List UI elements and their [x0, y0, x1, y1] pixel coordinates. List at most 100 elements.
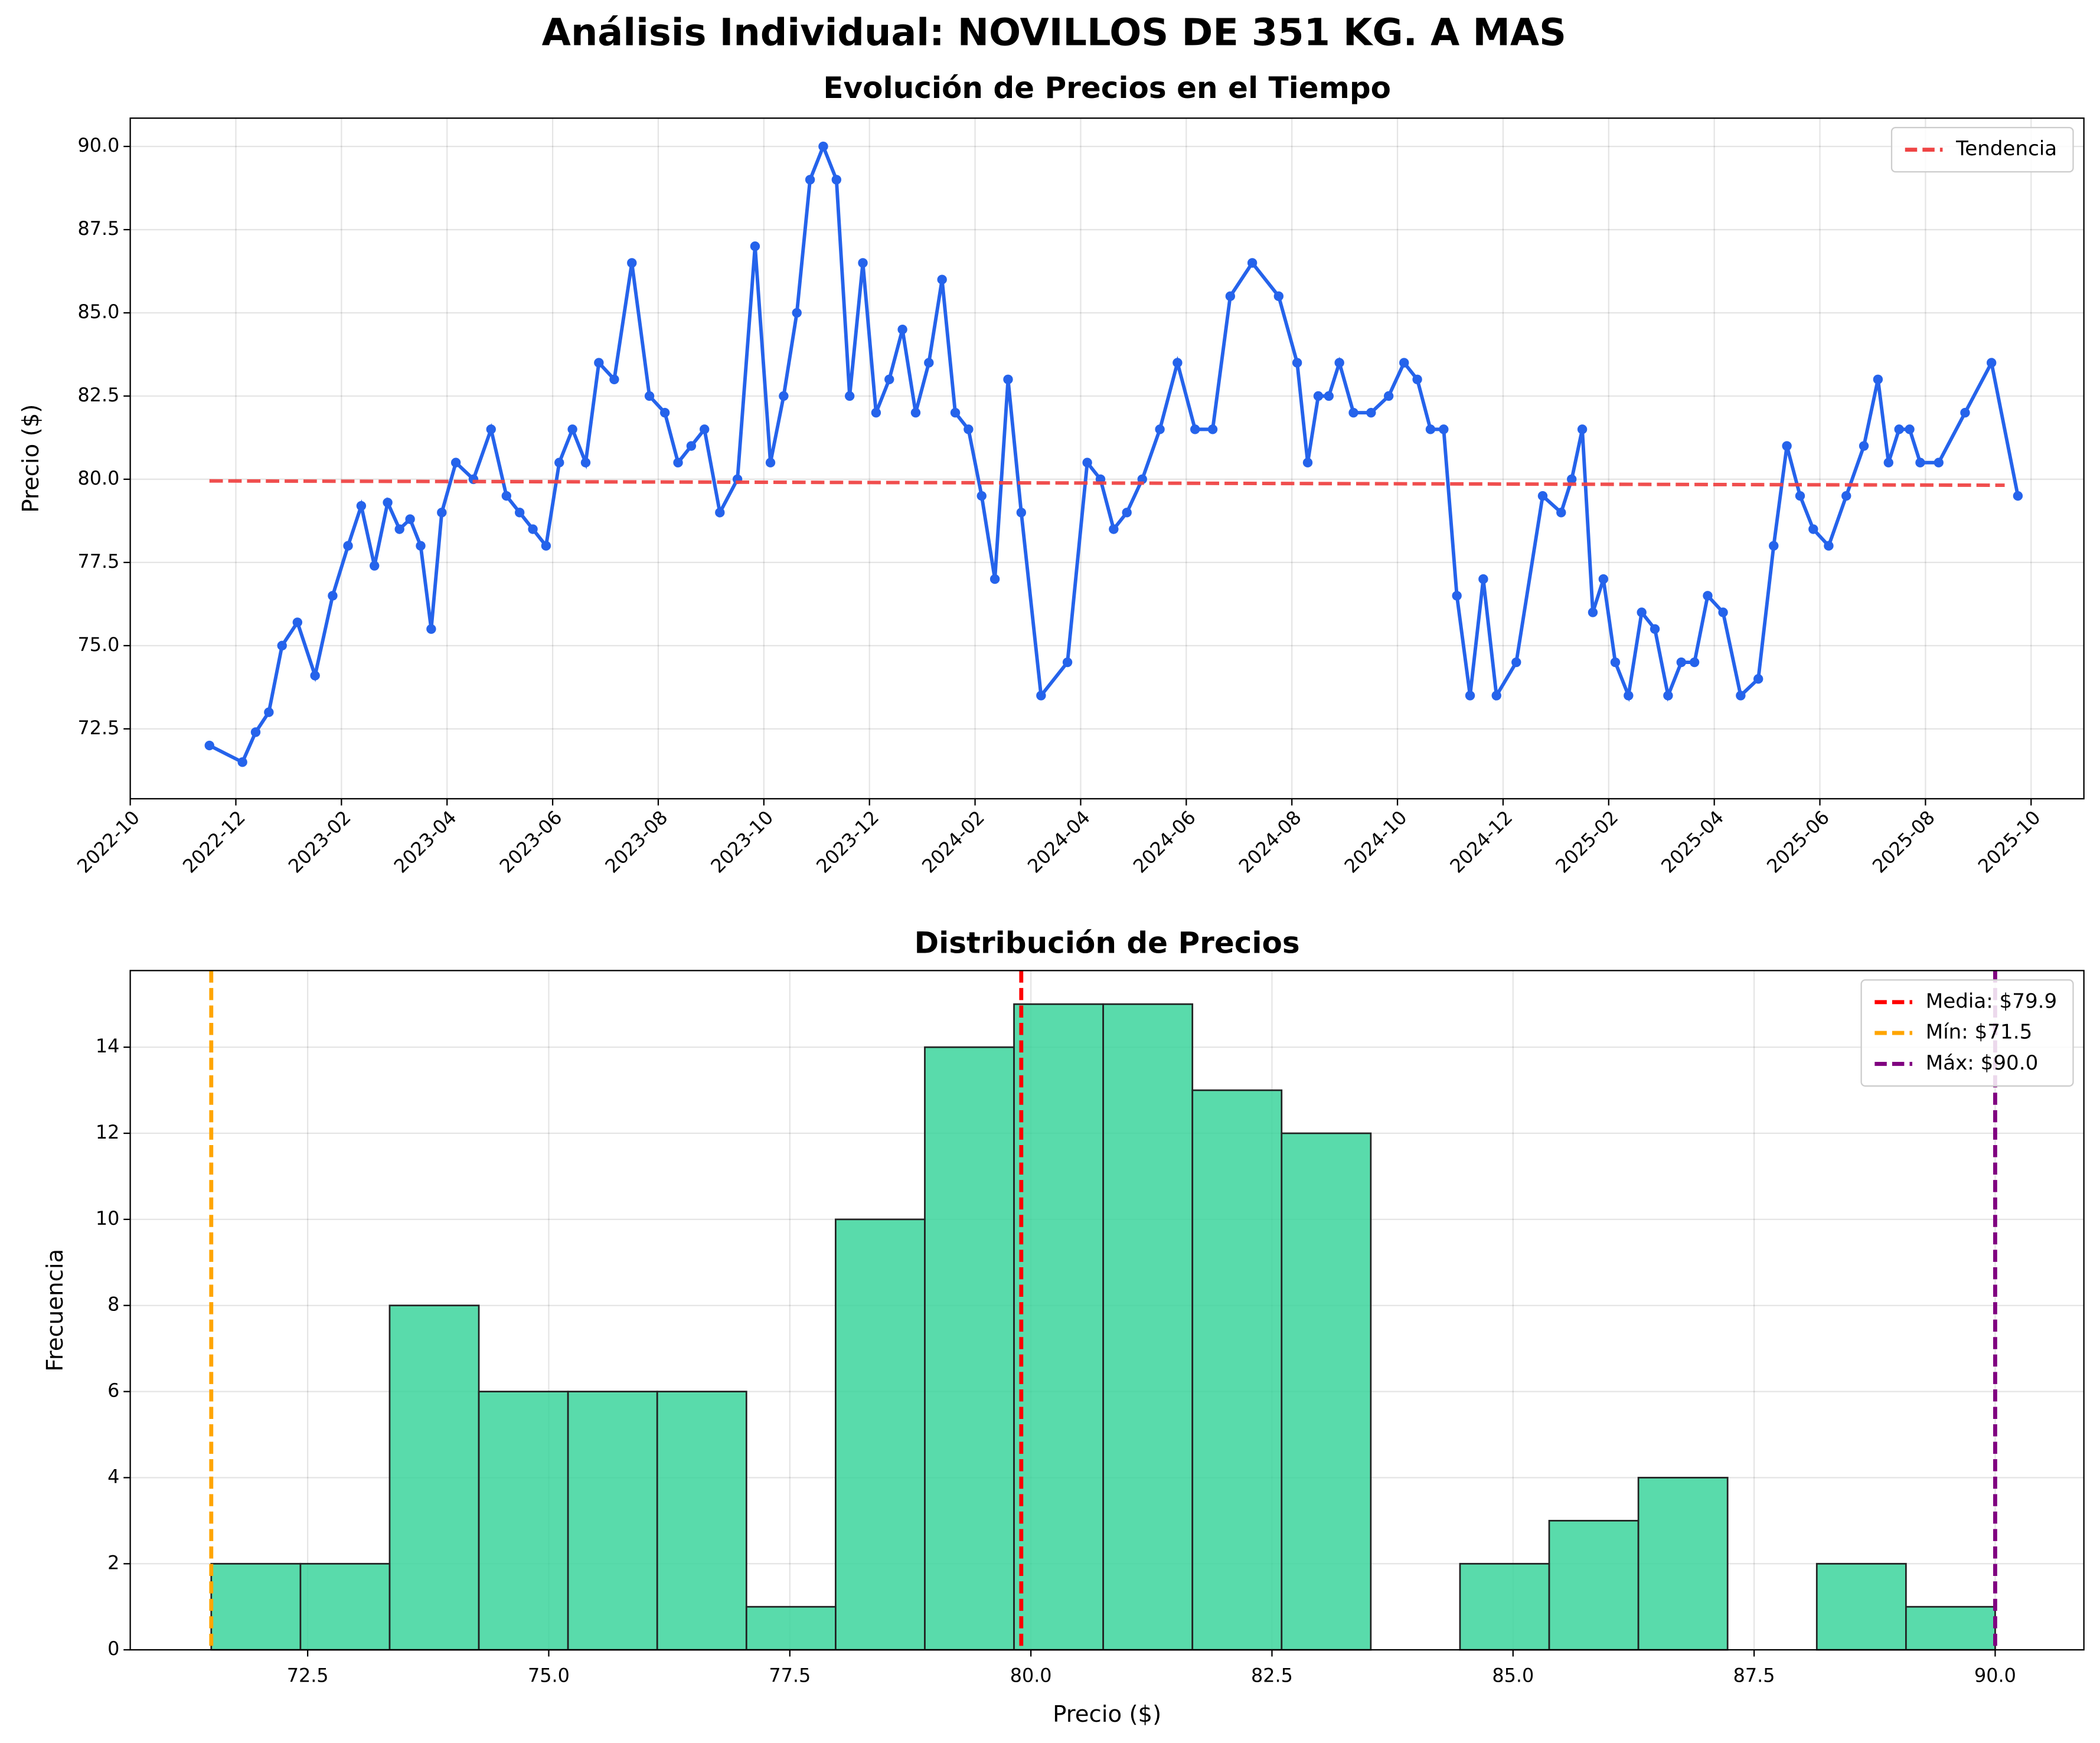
- price-point: [715, 508, 725, 518]
- legend-label: Mín: $71.5: [1926, 1021, 2033, 1044]
- x-tick-label: 90.0: [1974, 1664, 2016, 1687]
- legend-label: Tendencia: [1955, 137, 2057, 161]
- legend-label: Máx: $90.0: [1926, 1051, 2039, 1075]
- price-point: [1062, 657, 1073, 668]
- price-point: [1273, 291, 1284, 302]
- price-point: [1894, 424, 1904, 434]
- y-tick-label: 80.0: [78, 467, 120, 489]
- price-point: [950, 407, 961, 418]
- y-tick-label: 87.5: [78, 217, 120, 240]
- x-tick-label: 2024-06: [1129, 806, 1200, 878]
- histogram-bar: [1191, 1089, 1283, 1651]
- x-tick-label: 77.5: [769, 1664, 811, 1687]
- price-point: [264, 707, 274, 717]
- price-point: [405, 514, 415, 524]
- price-point: [1003, 374, 1013, 384]
- x-tick-label: 2024-12: [1445, 806, 1517, 878]
- y-tick-label: 77.5: [78, 550, 120, 573]
- trend-line: [209, 479, 2005, 488]
- price-point: [964, 424, 974, 434]
- histogram-bar: [567, 1391, 658, 1651]
- y-tick-label: 0: [107, 1637, 119, 1660]
- y-tick-label: 4: [107, 1465, 119, 1487]
- price-point: [858, 258, 868, 268]
- legend: Media: $79.9 Mín: $71.5 Máx: $90.0: [1860, 979, 2074, 1087]
- price-point: [1225, 291, 1236, 302]
- x-tick-label: 2024-02: [917, 806, 989, 878]
- x-tick-label: 2025-06: [1762, 806, 1834, 878]
- histogram-bar: [1459, 1562, 1550, 1651]
- price-point: [1588, 607, 1598, 617]
- x-tick-label: 2022-10: [73, 806, 144, 878]
- x-tick-label: 2023-04: [390, 806, 461, 878]
- price-point: [486, 424, 496, 434]
- price-point: [1412, 374, 1422, 384]
- x-tick-label: 82.5: [1251, 1664, 1293, 1687]
- price-point: [1883, 457, 1893, 467]
- price-point: [1348, 407, 1358, 418]
- price-point: [1313, 391, 1324, 401]
- histogram-bar: [1281, 1132, 1372, 1651]
- histogram-bar: [478, 1391, 569, 1651]
- price-point: [450, 457, 461, 467]
- histogram-bar: [1548, 1519, 1639, 1651]
- price-point: [1566, 474, 1577, 485]
- price-point: [673, 457, 683, 467]
- x-tick-label: 2025-02: [1551, 806, 1622, 878]
- histogram-bar: [1637, 1477, 1729, 1651]
- x-tick-label: 75.0: [528, 1664, 570, 1687]
- price-point: [437, 508, 447, 518]
- y-tick-label: 6: [107, 1379, 119, 1402]
- price-point: [501, 490, 512, 501]
- price-point: [1556, 508, 1566, 518]
- price-point: [910, 407, 921, 418]
- x-tick-label: 2024-04: [1023, 806, 1095, 878]
- price-point: [1334, 358, 1344, 368]
- price-point: [1465, 691, 1475, 701]
- y-tick-label: 72.5: [78, 717, 120, 739]
- y-tick-label: 14: [96, 1035, 120, 1057]
- price-point: [1782, 441, 1792, 451]
- price-point: [277, 640, 287, 651]
- price-point: [1676, 657, 1686, 668]
- price-point: [528, 524, 538, 534]
- price-point: [844, 391, 855, 401]
- price-point: [515, 508, 525, 518]
- x-tick-label: 2023-10: [706, 806, 778, 878]
- price-line: [208, 142, 2020, 765]
- price-point: [1292, 358, 1302, 368]
- price-point: [1082, 457, 1092, 467]
- price-point: [343, 541, 353, 551]
- price-point: [1511, 657, 1521, 668]
- price-point: [609, 374, 619, 384]
- y-tick-label: 10: [96, 1207, 120, 1229]
- histogram-bar: [210, 1562, 302, 1651]
- price-point: [1452, 591, 1462, 601]
- price-point: [1247, 258, 1258, 268]
- histogram-bar: [1815, 1562, 1907, 1651]
- price-point: [1439, 424, 1449, 434]
- y-tick-label: 8: [107, 1293, 119, 1316]
- price-point: [1155, 424, 1165, 434]
- price-point: [1577, 424, 1588, 434]
- price-point: [700, 424, 710, 434]
- price-point: [383, 498, 393, 508]
- price-point: [1650, 624, 1660, 634]
- price-point: [1987, 358, 1997, 368]
- price-point: [1610, 657, 1621, 668]
- price-point: [1637, 607, 1647, 617]
- price-point: [976, 490, 987, 501]
- histogram-bar: [388, 1304, 480, 1651]
- price-point: [1173, 358, 1183, 368]
- price-point: [394, 524, 404, 534]
- price-point: [644, 391, 655, 401]
- price-point: [1491, 691, 1501, 701]
- x-tick-label: 2025-10: [1974, 806, 2045, 878]
- price-point: [1478, 574, 1488, 584]
- legend-label: Media: $79.9: [1926, 989, 2057, 1013]
- price-point: [1736, 691, 1746, 701]
- price-point: [686, 441, 697, 451]
- price-point: [541, 541, 551, 551]
- histogram-bar: [1905, 1605, 1996, 1651]
- price-point: [659, 407, 670, 418]
